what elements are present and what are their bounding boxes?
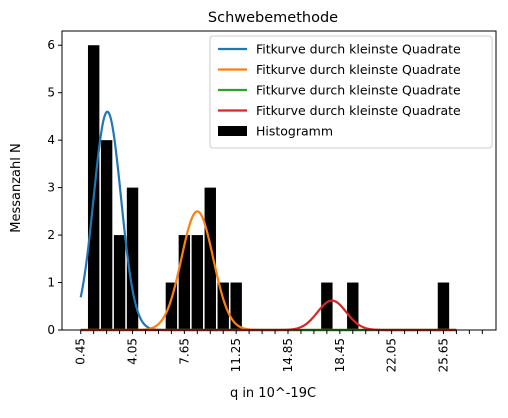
histogram-bar [347,282,359,330]
legend-label: Fitkurve durch kleinste Quadrate [256,62,461,77]
histogram-bar [100,140,113,330]
legend-box [209,35,493,149]
legend-swatch-patch [218,126,247,136]
legend-label: Histogramm [256,124,333,139]
histogram-bar [437,282,450,330]
legend-label: Fitkurve durch kleinste Quadrate [256,103,461,118]
x-axis-label: q in 10^-19C [230,386,316,401]
x-tick-label: 11.25 [229,338,243,372]
x-tick-label: 25.65 [436,338,450,372]
y-tick-label: 0 [47,323,55,337]
legend-label: Fitkurve durch kleinste Quadrate [256,83,461,98]
histogram-bar [178,235,191,330]
histogram-bar [126,187,139,330]
histogram-bar [165,282,178,330]
x-tick-label: 18.45 [333,338,347,372]
x-tick-label: 4.05 [126,338,140,365]
histogram-bar [191,235,204,330]
y-tick-label: 3 [47,181,55,195]
y-tick-label: 6 [47,38,55,52]
axes-frame [61,30,497,331]
y-tick-label: 1 [47,276,55,290]
y-axis-ticks: 0 1 2 3 4 5 6 [47,38,62,337]
y-tick-label: 2 [47,228,55,242]
chart-legend: Fitkurve durch kleinste Quadrate Fitkurve… [209,35,493,149]
y-tick-label: 5 [47,86,55,100]
y-tick-label: 4 [47,133,55,147]
x-tick-label: 0.45 [74,338,88,365]
x-tick-label: 14.85 [281,338,295,372]
histogram-bar [204,187,216,330]
histogram-bar [217,282,229,330]
y-axis-label: Messanzahl N [9,143,24,232]
chart-title: Schwebemethode [208,10,338,26]
histogram-bar [113,235,126,330]
x-tick-label: 7.65 [177,338,191,365]
plot-area [61,30,497,332]
histogram-bar [321,282,333,330]
legend-label: Fitkurve durch kleinste Quadrate [256,42,461,57]
x-tick-label: 22.05 [385,338,399,372]
histogram-bar [230,282,242,330]
x-axis-ticks: 0.45 4.05 7.65 11.25 14.85 18.45 22.05 25.65 [74,330,483,372]
